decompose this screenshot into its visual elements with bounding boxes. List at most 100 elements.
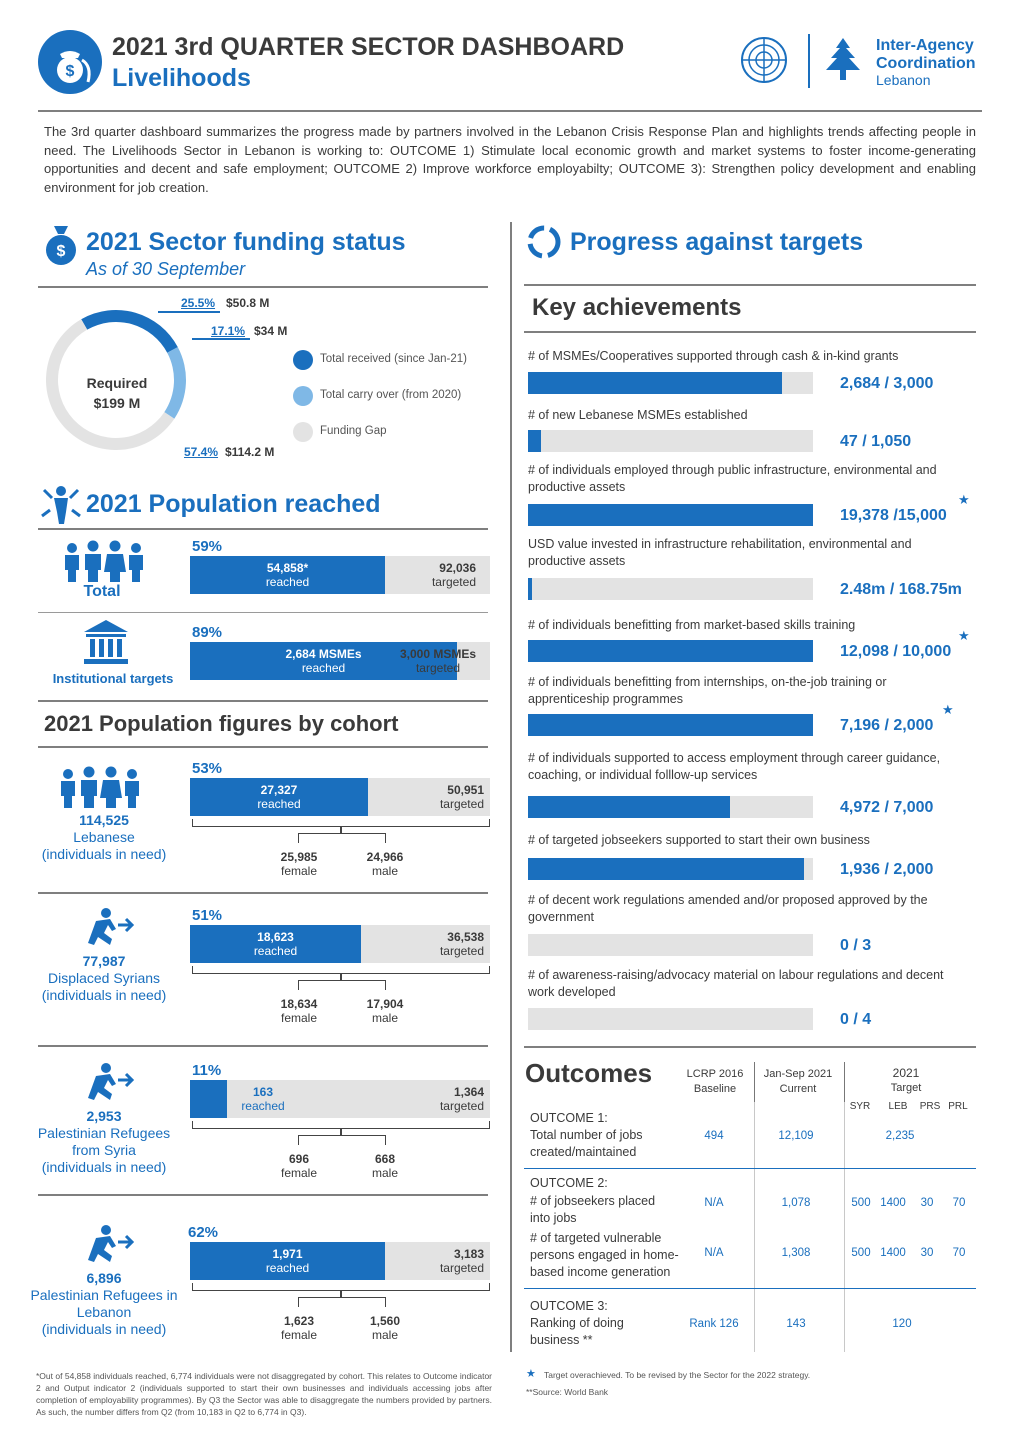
cedar-icon (818, 36, 868, 86)
svg-text:$: $ (57, 243, 66, 260)
cohort-pct: 51% (192, 907, 223, 924)
achievement-bar-fill (528, 714, 813, 736)
cohort-male-value: 24,966 (366, 850, 404, 864)
total-label: Total (83, 583, 121, 600)
achievement-bar-fill (528, 430, 541, 452)
total-targeted-word: targeted (431, 575, 476, 589)
svg-text:$: $ (66, 63, 75, 80)
outcome2a-target-syr: 500 (851, 1197, 871, 1209)
cohort-note: (individuals in need) (41, 1159, 167, 1175)
outcome1-divider (524, 1168, 976, 1169)
cohort-bar-fill: 27,327 reached (190, 778, 368, 816)
cohort-bracket-stem (340, 973, 342, 981)
carry-leader (192, 338, 250, 340)
total-reached-word: reached (265, 575, 310, 589)
cohort-reached-word: reached (257, 797, 301, 811)
funding-title: 2021 Sector funding status (86, 228, 406, 256)
achievement-bar (528, 640, 813, 662)
outcome1-head: OUTCOME 1: (530, 1111, 608, 1125)
running-person-icon (86, 1062, 136, 1107)
cohort-bar: 1,971 reached 3,183 targeted (190, 1242, 490, 1280)
cohort-bar: 18,623 reached 36,538 targeted (190, 925, 490, 963)
outcome2b-target-prs: 30 (920, 1247, 934, 1259)
achievement-value: 2.48m / 168.75m (840, 581, 962, 598)
legend-received: Total received (since Jan-21) (320, 353, 468, 365)
achievement-value: 2,684 / 3,000 (840, 375, 934, 392)
funding-donut-chart (45, 310, 186, 450)
cohort-male-word: male (371, 1328, 398, 1342)
gap-amt: $114.2 M (225, 445, 275, 459)
cohort-targeted-value: 3,183 (453, 1247, 484, 1261)
target-sub-leb: LEB (888, 1101, 908, 1112)
achievement-label: USD value invested in infrastructure reh… (528, 537, 912, 568)
institutional-label: Institutional targets (52, 671, 174, 686)
achievement-bar (528, 714, 813, 736)
cohort-title-divider (38, 746, 488, 748)
intro-paragraph: The 3rd quarter dashboard summarizes the… (44, 124, 976, 195)
progress-title: Progress against targets (570, 228, 864, 256)
cohort-reached: 1,971 (272, 1247, 303, 1261)
cohort-targeted: 1,364 targeted (440, 1085, 484, 1113)
funding-as-of: As of 30 September (86, 259, 246, 279)
cohort-reached: 27,327 (260, 783, 298, 797)
required-value: $199 M (93, 395, 141, 411)
achievement-label: # of individuals benefitting from intern… (528, 675, 887, 706)
cohort-note: (individuals in need) (41, 1321, 167, 1337)
cohort-female-value: 18,634 (280, 997, 318, 1011)
outcome1-current: 12,109 (778, 1130, 814, 1142)
cohort-bar-fill (190, 1080, 227, 1118)
total-reached: 54,858* (266, 561, 309, 575)
carry-pct: 17.1% (211, 324, 246, 338)
achievement-bar (528, 934, 813, 956)
coordination-logo-line3: Lebanon (876, 72, 931, 88)
achievement-value: 4,972 / 7,000 (840, 799, 934, 816)
outcome2a-target-prl: 70 (952, 1197, 966, 1209)
outcomes-vsep-2 (844, 1102, 845, 1352)
funding-divider (38, 286, 488, 288)
target-sub-prs: PRS (919, 1101, 941, 1112)
coordination-logo-line2: Coordination (876, 55, 976, 72)
cohort-sub-bracket (298, 833, 386, 843)
running-person-icon (86, 907, 136, 952)
overachieved-star-icon: ★ (958, 492, 970, 507)
institutional-reached-word: reached (301, 661, 346, 675)
outcome3-baseline: Rank 126 (689, 1318, 739, 1330)
institution-icon (82, 618, 130, 666)
dashboard-title: 2021 3rd QUARTER SECTOR DASHBOARD (112, 33, 625, 61)
header-sep-2 (844, 1062, 845, 1102)
achievement-label: # of targeted jobseekers supported to st… (528, 833, 870, 847)
cohort-reached: 18,623 (257, 930, 294, 944)
cohort-name: Palestinian Refugees from Syria (37, 1125, 171, 1158)
cohort-total: 114,525 (79, 812, 129, 828)
required-label: Required (86, 375, 148, 391)
header-divider (38, 110, 982, 112)
cohort-divider (38, 1194, 488, 1196)
cohort-total: 6,896 (86, 1270, 122, 1286)
cohort-female-word: female (280, 1328, 318, 1342)
population-divider (38, 528, 488, 530)
footnote-source: **Source: World Bank (526, 1387, 609, 1397)
achievement-value: 19,378 /15,000 (840, 507, 947, 524)
cohort-female: 25,985 female (264, 850, 334, 878)
gap-pct: 57.4% (184, 445, 219, 459)
achievement-bar (528, 1008, 813, 1030)
outcomes-title: Outcomes (525, 1058, 653, 1088)
cohort-bar-fill: 1,971 reached (190, 1242, 385, 1280)
achievement-label: # of decent work regulations amended and… (528, 893, 928, 924)
logo-divider (808, 34, 810, 88)
outcome2a-target-prs: 30 (920, 1197, 934, 1209)
outcome2b-target-leb: 1400 (880, 1247, 906, 1259)
cohort-female: 696 female (264, 1152, 334, 1180)
cohort-male-value: 668 (374, 1152, 396, 1166)
cohort-pct: 62% (188, 1224, 219, 1241)
achievement-value: 0 / 4 (840, 1011, 872, 1028)
footnote-left: *Out of 54,858 individuals reached, 6,77… (36, 1371, 492, 1417)
legend-received-dot (293, 350, 313, 370)
un-emblem-icon (738, 34, 790, 86)
total-bar-fill: 54,858* reached (190, 556, 385, 594)
header-sep-1 (754, 1062, 755, 1102)
key-achievements-title: Key achievements (532, 294, 742, 321)
cohort-female-value: 696 (288, 1152, 310, 1166)
cohort-pct: 11% (192, 1062, 222, 1079)
carry-amt: $34 M (254, 324, 288, 338)
